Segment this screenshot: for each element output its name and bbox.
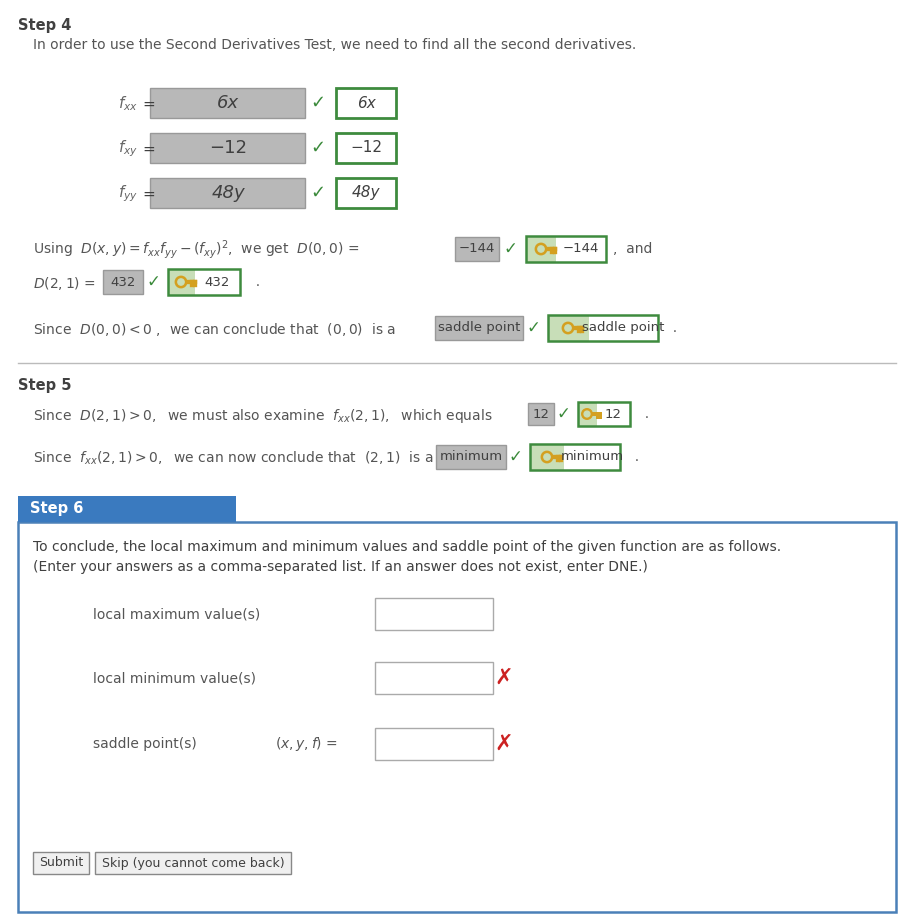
Text: −12: −12 (209, 139, 247, 157)
Circle shape (541, 451, 553, 462)
Text: ,  and: , and (613, 242, 653, 256)
Text: Since  $D(2, 1) > 0,$  we must also examine  $f_{xx}(2, 1),$  which equals: Since $D(2, 1) > 0,$ we must also examin… (33, 407, 493, 425)
Bar (435, 316, 523, 340)
Text: In order to use the Second Derivatives Test, we need to find all the second deri: In order to use the Second Derivatives T… (33, 38, 636, 52)
Circle shape (175, 276, 186, 288)
Text: =: = (142, 97, 154, 112)
Text: $f_{xx}$: $f_{xx}$ (118, 95, 138, 114)
Text: Since  $D(0, 0) < 0$ ,  we can conclude that  $(0, 0)$  is a: Since $D(0, 0) < 0$ , we can conclude th… (33, 320, 396, 338)
Text: saddle point(s): saddle point(s) (93, 737, 197, 751)
Bar (336, 178, 396, 208)
Text: Since  $f_{xx}(2, 1) > 0,$  we can now conclude that  $(2, 1)$  is a: Since $f_{xx}(2, 1) > 0,$ we can now con… (33, 450, 433, 467)
Text: ✓: ✓ (503, 240, 517, 258)
Text: saddle point: saddle point (438, 321, 520, 334)
Circle shape (178, 279, 184, 285)
Text: ✓: ✓ (311, 94, 325, 112)
Text: Submit: Submit (39, 857, 83, 869)
Text: $f_{xy}$: $f_{xy}$ (118, 138, 138, 160)
Text: ✗: ✗ (494, 668, 514, 688)
Text: To conclude, the local maximum and minimum values and saddle point of the given : To conclude, the local maximum and minim… (33, 540, 781, 554)
Text: 432: 432 (111, 275, 135, 289)
Text: −12: −12 (350, 140, 382, 155)
Circle shape (581, 409, 592, 419)
Bar (336, 88, 396, 118)
Text: Skip (you cannot come back): Skip (you cannot come back) (101, 857, 284, 869)
Text: minimum: minimum (440, 450, 503, 463)
Bar (455, 237, 499, 261)
Bar (578, 402, 630, 426)
Bar (150, 133, 305, 163)
Text: saddle point: saddle point (582, 321, 664, 334)
Circle shape (536, 244, 547, 255)
Circle shape (565, 325, 571, 331)
Text: 12: 12 (533, 407, 549, 421)
Text: −144: −144 (459, 243, 495, 256)
Text: local maximum value(s): local maximum value(s) (93, 607, 260, 621)
Text: =: = (142, 141, 154, 157)
Text: .: . (626, 450, 639, 464)
Bar (375, 728, 493, 760)
Text: Step 6: Step 6 (30, 501, 83, 517)
Text: .: . (664, 321, 677, 335)
Bar (564, 444, 620, 470)
Text: 48y: 48y (352, 186, 380, 200)
Bar (18, 522, 896, 912)
Text: $D(2, 1)$ =: $D(2, 1)$ = (33, 274, 96, 292)
Bar (526, 236, 606, 262)
Bar (526, 236, 556, 262)
Bar (556, 236, 606, 262)
Text: local minimum value(s): local minimum value(s) (93, 671, 256, 685)
Text: minimum: minimum (560, 450, 623, 463)
Text: ✓: ✓ (311, 184, 325, 202)
Text: ✓: ✓ (526, 319, 540, 337)
Text: .: . (247, 275, 260, 289)
Bar (150, 88, 305, 118)
Text: Step 5: Step 5 (18, 378, 71, 393)
Bar (548, 315, 589, 341)
Bar (375, 662, 493, 694)
Bar (528, 403, 554, 425)
Bar (597, 402, 630, 426)
Text: .: . (636, 407, 649, 421)
Circle shape (562, 322, 574, 334)
Bar (168, 269, 240, 295)
Text: 48y: 48y (211, 184, 245, 202)
Text: ✗: ✗ (494, 734, 514, 754)
Bar (168, 269, 195, 295)
Bar (578, 402, 597, 426)
Bar (150, 178, 305, 208)
Bar (95, 852, 291, 874)
Bar (195, 269, 240, 295)
Bar (436, 445, 506, 469)
Text: ✓: ✓ (146, 273, 160, 291)
Bar (548, 315, 658, 341)
Text: 12: 12 (605, 407, 622, 421)
Bar (530, 444, 620, 470)
Bar (103, 270, 143, 294)
Text: −144: −144 (563, 243, 600, 256)
Bar (375, 598, 493, 630)
Bar (530, 444, 564, 470)
Text: Step 4: Step 4 (18, 18, 71, 33)
Text: Using  $D(x, y) = f_{xx}f_{yy} - (f_{xy})^2$,  we get  $D(0, 0)$ =: Using $D(x, y) = f_{xx}f_{yy} - (f_{xy})… (33, 238, 359, 261)
Text: ✓: ✓ (311, 139, 325, 157)
Text: ✓: ✓ (556, 405, 570, 423)
Bar (18, 496, 236, 522)
Text: (Enter your answers as a comma-separated list. If an answer does not exist, ente: (Enter your answers as a comma-separated… (33, 560, 648, 574)
Circle shape (537, 246, 544, 252)
Text: $f_{yy}$: $f_{yy}$ (118, 184, 138, 204)
Bar (336, 133, 396, 163)
Text: 6x: 6x (356, 95, 376, 111)
Bar (33, 852, 89, 874)
Text: ✓: ✓ (508, 448, 522, 466)
Bar (589, 315, 658, 341)
Text: $(x, y, f)$ =: $(x, y, f)$ = (275, 735, 338, 753)
Text: 6x: 6x (217, 94, 239, 112)
Text: =: = (142, 186, 154, 201)
Circle shape (544, 454, 550, 461)
Circle shape (584, 411, 590, 417)
Text: 432: 432 (205, 275, 230, 289)
